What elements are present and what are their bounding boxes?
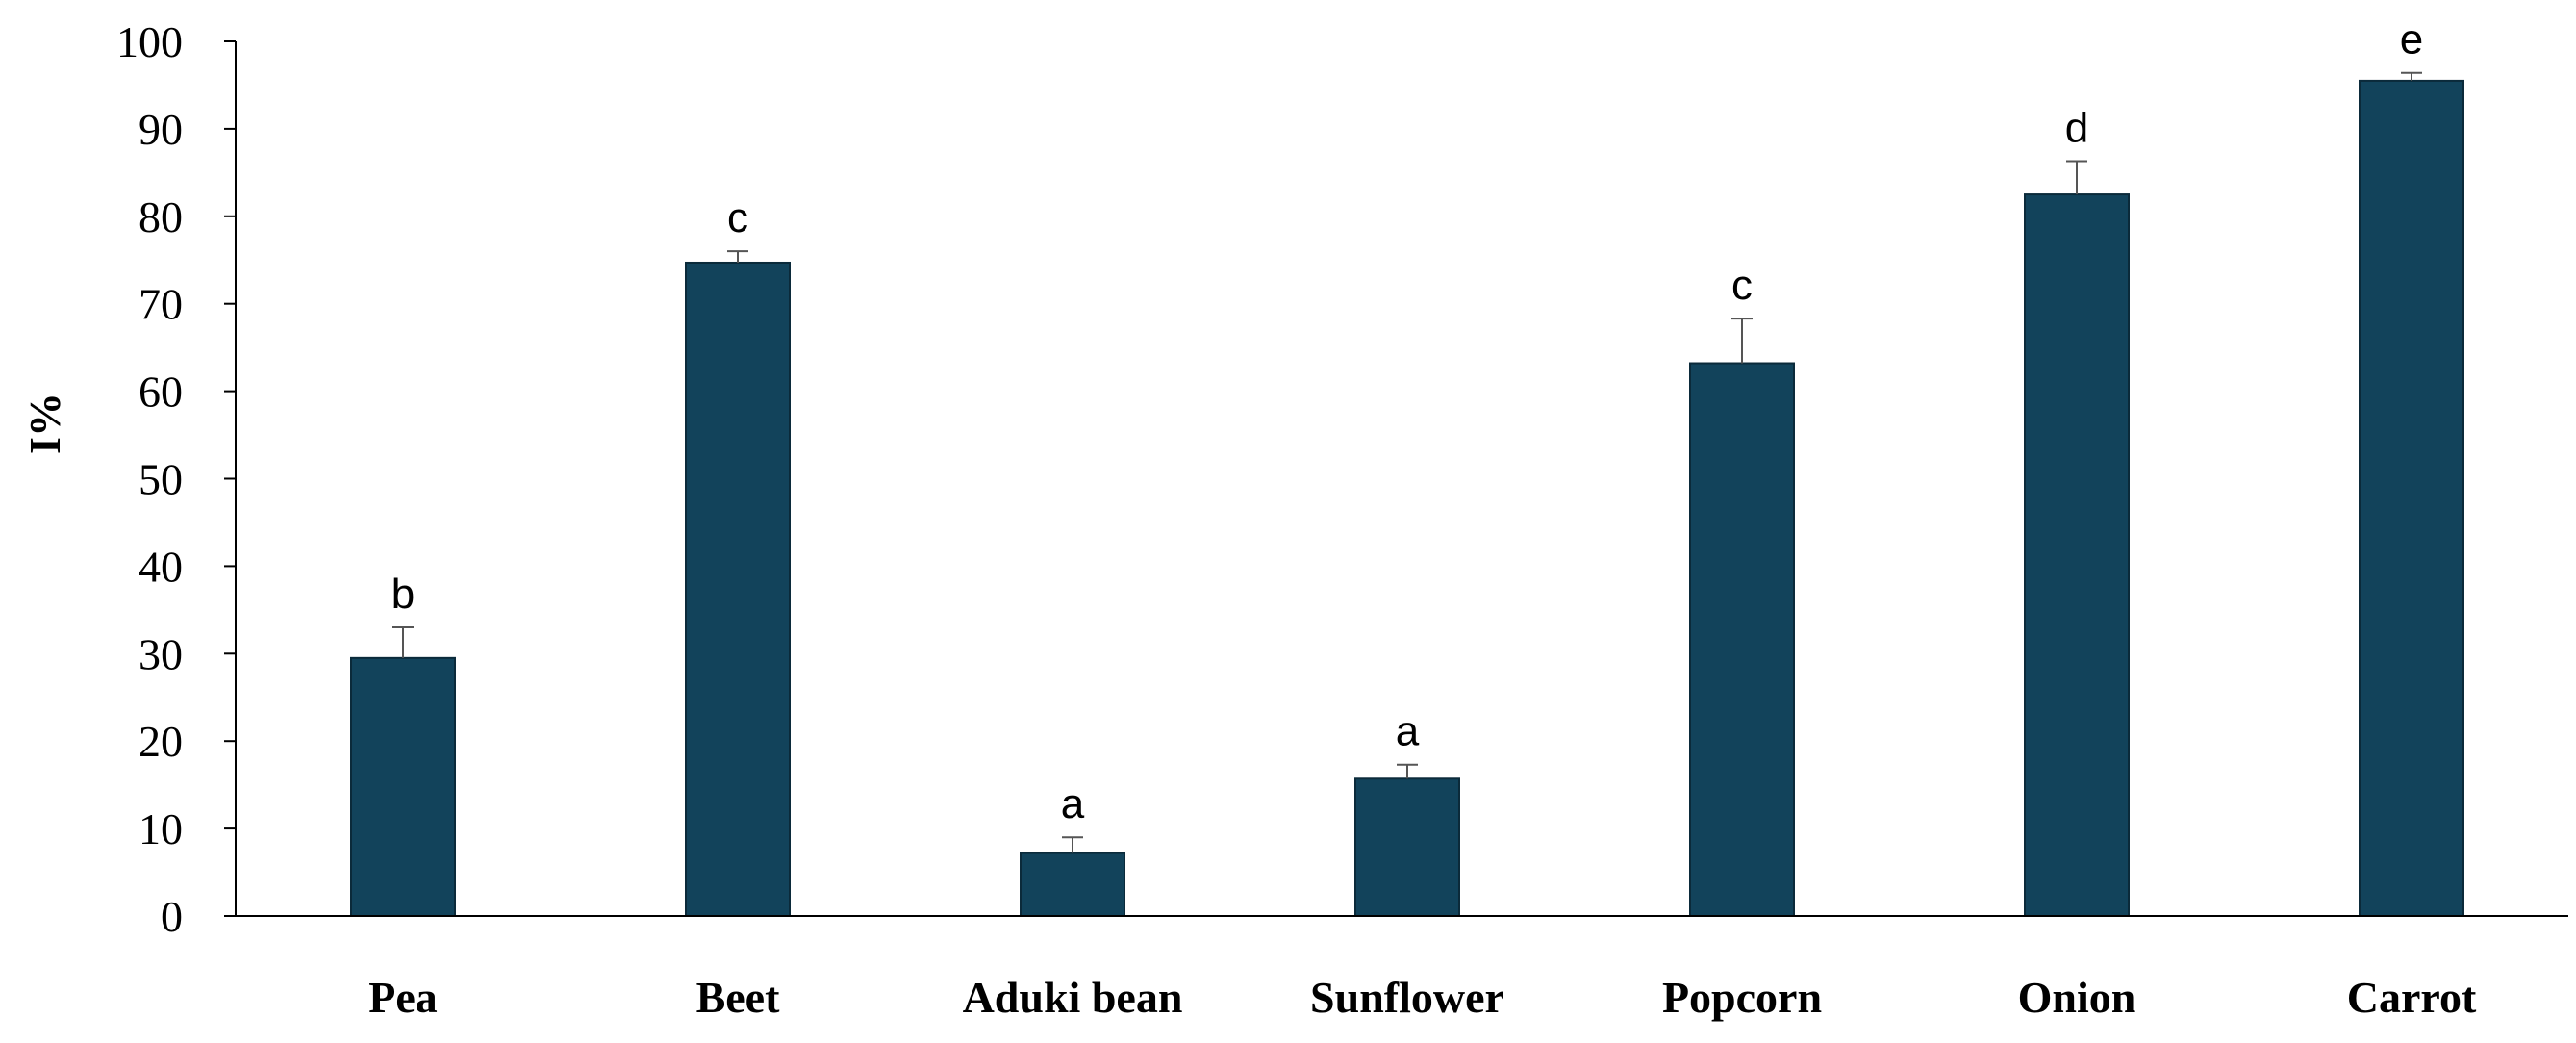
y-tick-label: 10 [139,804,183,853]
y-tick-label: 90 [139,105,183,154]
y-tick-label: 40 [139,542,183,591]
y-tick-label: 100 [116,17,183,66]
significance-label: c [727,194,748,242]
x-tick-label: Beet [696,973,781,1022]
bars: b c a a c d e [350,16,2464,917]
x-tick-label: Carrot [2347,973,2477,1022]
significance-label: c [1731,262,1753,309]
y-tick-label: 60 [139,368,183,417]
bar [1689,362,1795,917]
y-tick-label: 70 [139,280,183,329]
x-tick-label: Onion [2018,973,2136,1022]
bar [1020,852,1125,917]
significance-label: e [2400,16,2423,64]
x-axis: Pea Beet Aduki bean Sunflower Popcorn Onion Ca… [236,915,2568,1022]
y-axis-label: I% [20,393,69,454]
significance-label: d [2065,105,2088,152]
bar [685,261,791,917]
x-tick-label: Pea [368,973,438,1022]
bar [2359,79,2464,917]
y-tick-label: 20 [139,717,183,766]
y-axis: 0 10 20 30 40 50 60 70 80 90 100 [116,17,237,941]
y-tick-label: 0 [161,892,183,941]
x-tick-label: Aduki bean [963,973,1183,1022]
bar [1354,777,1460,917]
y-tick-label: 80 [139,192,183,242]
significance-label: a [1061,780,1085,827]
bar [2024,193,2130,917]
x-tick-label: Sunflower [1310,973,1504,1022]
significance-label: b [391,571,415,618]
x-tick-label: Popcorn [1662,973,1822,1022]
y-tick-label: 30 [139,629,183,678]
bar [350,656,456,917]
significance-label: a [1396,708,1420,755]
y-tick-label: 50 [139,455,183,504]
